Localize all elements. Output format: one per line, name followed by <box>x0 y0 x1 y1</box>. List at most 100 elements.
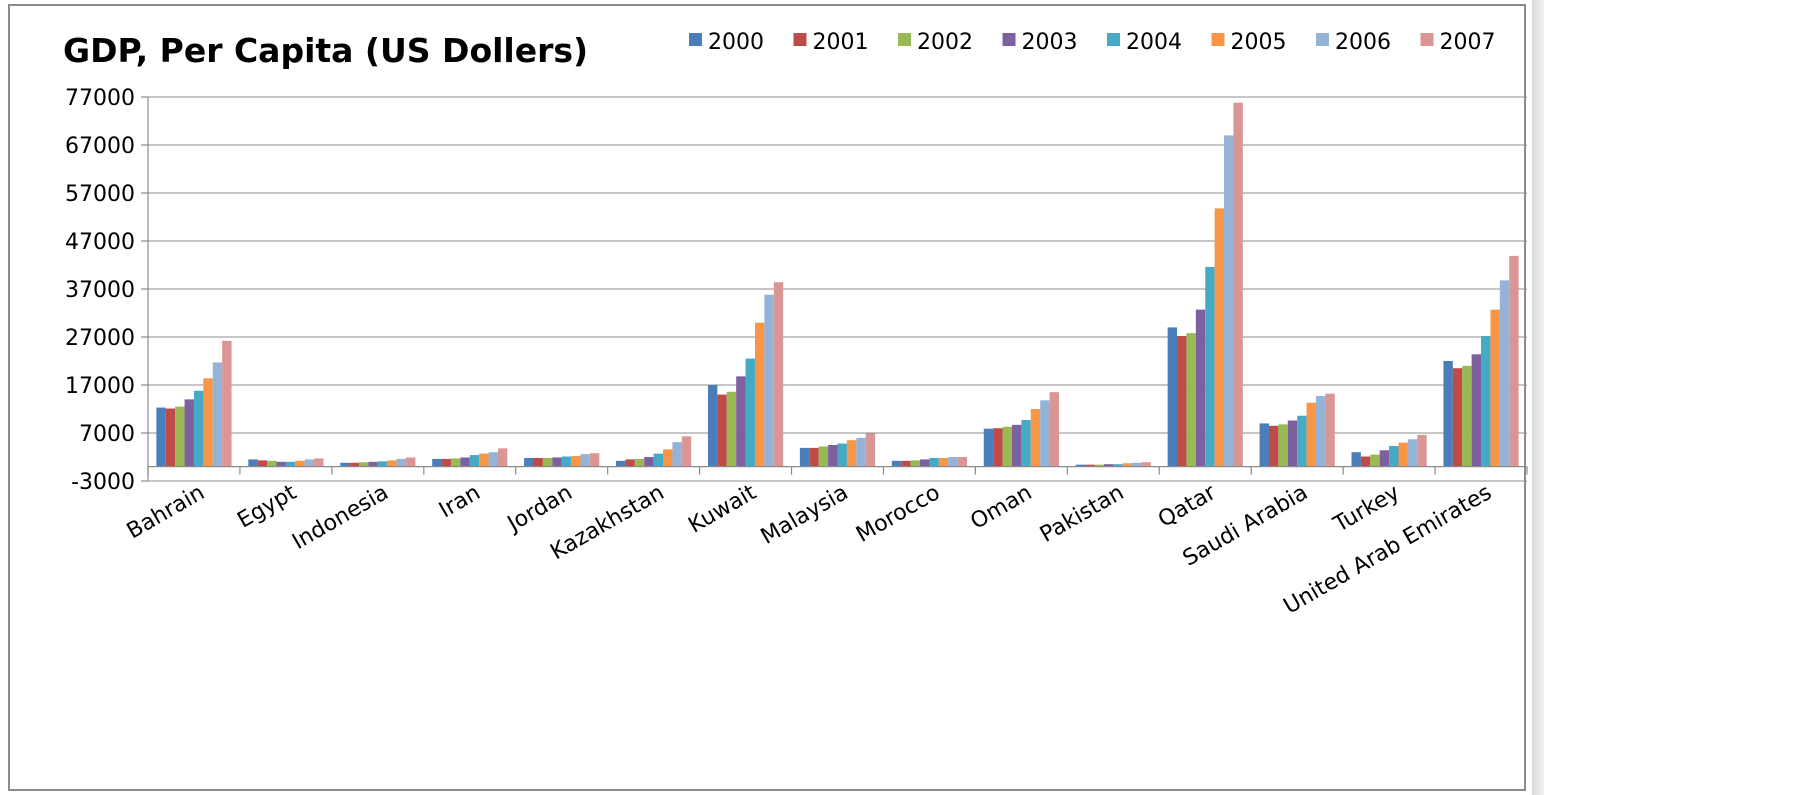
bar-2005 <box>754 322 765 467</box>
bar-2001 <box>809 447 819 467</box>
bar-2006 <box>672 442 682 467</box>
bar-2002 <box>267 460 277 467</box>
y-tick-label: 77000 <box>65 86 135 111</box>
bar-2000 <box>799 447 810 467</box>
bar-2002 <box>1462 365 1472 467</box>
x-tick-label: Iran <box>435 480 485 523</box>
x-tick-label: Malaysia <box>757 480 853 550</box>
bar-2000 <box>983 428 994 467</box>
bar-2003 <box>184 399 194 467</box>
bar-2000 <box>340 462 350 467</box>
bar-2007 <box>865 433 876 467</box>
y-tick-label: 37000 <box>65 278 135 303</box>
bar-2000 <box>891 460 902 467</box>
bar-2001 <box>1360 456 1371 467</box>
bar-2002 <box>726 391 737 467</box>
bar-2003 <box>276 461 286 467</box>
bar-2005 <box>1398 442 1408 467</box>
bar-2007 <box>589 453 600 467</box>
bar-2003 <box>1103 464 1114 467</box>
bar-2000 <box>1351 452 1361 467</box>
legend-swatch <box>689 33 702 46</box>
bar-2000 <box>156 407 166 467</box>
bar-2006 <box>1315 396 1326 467</box>
y-tick-label: 27000 <box>65 326 135 351</box>
bar-2007 <box>1417 434 1427 467</box>
bar-2004 <box>285 461 296 467</box>
bar-2000 <box>524 457 534 467</box>
bar-2007 <box>1141 462 1151 467</box>
x-tick-label: Kuwait <box>684 480 760 539</box>
bar-2001 <box>441 458 451 467</box>
bar-2005 <box>387 460 397 467</box>
bar-2004 <box>929 457 939 467</box>
bar-2002 <box>1186 333 1196 467</box>
bar-2006 <box>856 437 866 467</box>
y-tick-label: 67000 <box>65 134 135 159</box>
bar-2003 <box>368 461 378 467</box>
bar-2001 <box>625 459 635 467</box>
bar-2006 <box>396 458 407 467</box>
x-tick-label: Pakistan <box>1036 480 1128 548</box>
bar-2004 <box>1021 420 1031 467</box>
legend-swatch <box>898 33 911 46</box>
legend-label: 2000 <box>708 30 764 55</box>
legend-label: 2002 <box>917 30 973 55</box>
bar-2000 <box>616 460 626 467</box>
bar-2003 <box>1011 424 1022 467</box>
bar-2001 <box>1085 464 1095 467</box>
bar-2003 <box>920 459 930 467</box>
bar-2001 <box>1177 336 1187 467</box>
bar-2007 <box>222 340 232 467</box>
bar-2004 <box>745 358 755 467</box>
x-tick-label: Jordan <box>502 480 577 538</box>
chart-title: GDP, Per Capita (US Dollers) <box>63 31 588 70</box>
y-tick-label: 57000 <box>65 182 135 207</box>
bar-2004 <box>561 456 572 467</box>
legend-label: 2004 <box>1126 30 1182 55</box>
bar-2006 <box>304 459 315 467</box>
bar-2006 <box>1040 400 1050 467</box>
bar-2003 <box>1287 420 1298 467</box>
bar-2006 <box>488 452 498 467</box>
bar-2007 <box>773 282 784 467</box>
x-tick-label: Bahrain <box>123 480 209 544</box>
bar-2005 <box>846 440 857 467</box>
bar-2005 <box>571 456 581 467</box>
bar-2001 <box>901 460 911 467</box>
bar-2005 <box>938 457 949 467</box>
bar-2003 <box>828 445 838 467</box>
bar-2002 <box>175 406 185 467</box>
bar-2003 <box>1379 450 1390 467</box>
legend-label: 2005 <box>1231 30 1287 55</box>
y-tick-label: 17000 <box>65 374 135 399</box>
bar-2002 <box>1278 424 1288 467</box>
bar-2003 <box>552 457 562 467</box>
legend-label: 2003 <box>1022 30 1078 55</box>
legend-label: 2001 <box>813 30 869 55</box>
y-tick-label: 7000 <box>79 422 135 447</box>
y-axis-ticks: -3000 7000 17000 27000 37000 47000 57000 67000 7… <box>65 86 148 495</box>
background-margin <box>1527 0 1820 795</box>
bar-2007 <box>681 436 692 467</box>
bar-2003 <box>460 457 470 467</box>
bar-2001 <box>717 394 727 467</box>
x-tick-label: Turkey <box>1329 480 1404 538</box>
bar-2003 <box>644 457 654 467</box>
chart: GDP, Per Capita (US Dollers) -3000 7000 17… <box>63 30 1528 619</box>
bar-2006 <box>212 362 223 467</box>
bar-2005 <box>295 460 305 467</box>
bar-2006 <box>580 454 590 467</box>
bar-2000 <box>1443 361 1453 467</box>
x-tick-label: Indonesia <box>288 480 393 555</box>
bars <box>156 102 1519 467</box>
frame-shadow <box>1532 0 1544 795</box>
bar-2004 <box>653 453 664 467</box>
bar-2005 <box>1030 409 1041 467</box>
bar-2002 <box>634 458 645 467</box>
y-tick-label: 47000 <box>65 230 135 255</box>
bar-2005 <box>1306 402 1316 467</box>
bar-2000 <box>1259 423 1269 467</box>
x-tick-label: Egypt <box>233 480 301 534</box>
